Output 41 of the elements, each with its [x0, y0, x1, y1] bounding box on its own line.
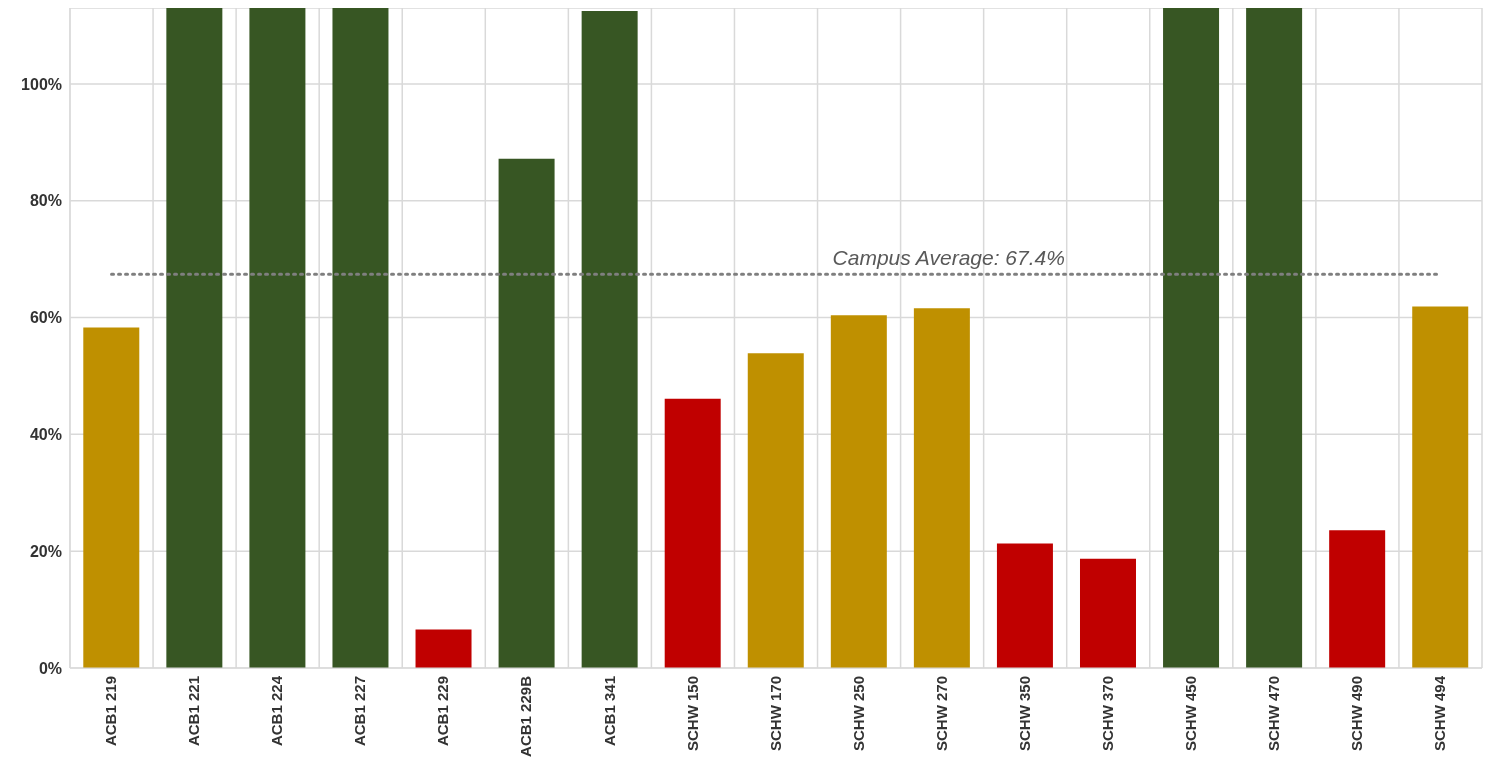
x-tick-label: ACB1 341 [600, 676, 618, 747]
bar [166, 8, 223, 668]
bar [1163, 8, 1220, 668]
bar [1080, 558, 1136, 668]
x-tick-label: SCHW 170 [766, 676, 784, 752]
bar [415, 629, 472, 668]
bar [1246, 8, 1303, 668]
x-tick-label: SCHW 490 [1348, 676, 1366, 752]
bar [249, 8, 306, 668]
bar [332, 8, 389, 668]
x-tick-label: SCHW 370 [1098, 676, 1116, 752]
bar [830, 315, 887, 668]
y-tick-label: 20% [29, 542, 62, 560]
bar [581, 10, 638, 668]
bar [1412, 306, 1469, 668]
x-tick-label: SCHW 250 [849, 676, 867, 752]
x-tick-label: ACB1 229 [434, 676, 452, 747]
x-tick-label: ACB1 221 [185, 676, 203, 747]
x-tick-label: ACB1 219 [102, 676, 120, 747]
bar [83, 327, 140, 668]
y-tick-label: 100% [21, 75, 62, 93]
y-tick-label: 40% [29, 426, 62, 444]
bar [1329, 530, 1386, 668]
x-tick-label: SCHW 450 [1181, 676, 1199, 752]
x-tick-label: SCHW 470 [1265, 676, 1282, 752]
bar [913, 308, 970, 668]
x-tick-label: SCHW 494 [1431, 675, 1449, 752]
y-tick-label: 80% [29, 192, 62, 210]
bar [747, 353, 804, 668]
x-tick-label: SCHW 350 [1015, 676, 1033, 752]
y-tick-label: 0% [38, 659, 62, 677]
y-tick-label: 60% [29, 309, 62, 327]
x-tick-label: ACB1 227 [351, 676, 369, 747]
x-tick-label: ACB1 229B [517, 675, 535, 757]
bar [498, 158, 555, 668]
x-tick-label: ACB1 224 [268, 675, 286, 747]
x-tick-label: SCHW 150 [683, 676, 701, 752]
bar [996, 543, 1053, 668]
ref-line-label: Campus Average: 67.4% [832, 246, 1065, 270]
x-tick-label: SCHW 270 [932, 676, 950, 752]
bar [664, 398, 721, 668]
